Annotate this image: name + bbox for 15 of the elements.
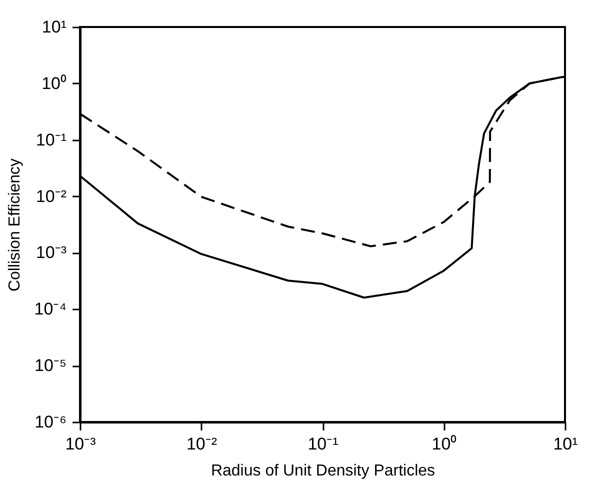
y-tick-label: 10⁰: [42, 74, 66, 93]
x-tick-label: 10⁰: [432, 434, 457, 454]
x-axis-title: Radius of Unit Density Particles: [210, 462, 436, 480]
y-tick-label: 10⁻²: [36, 186, 67, 206]
y-tick-label: 10⁻⁶: [34, 412, 66, 432]
x-tick-label: 10¹: [553, 434, 578, 454]
x-tick-label: 10⁻¹: [308, 434, 339, 454]
y-axis-title: Collision Efficiency: [6, 158, 24, 292]
y-tick-label: 10¹: [42, 18, 67, 36]
y-tick-label: 10⁻⁴: [34, 300, 66, 319]
y-tick-label: 10⁻¹: [36, 130, 67, 150]
x-tick-label: 10⁻²: [186, 434, 218, 454]
x-tick-label: 10⁻³: [65, 434, 96, 454]
y-tick-label: 10⁻⁵: [34, 356, 66, 376]
y-tick-label: 10⁻³: [36, 243, 67, 262]
